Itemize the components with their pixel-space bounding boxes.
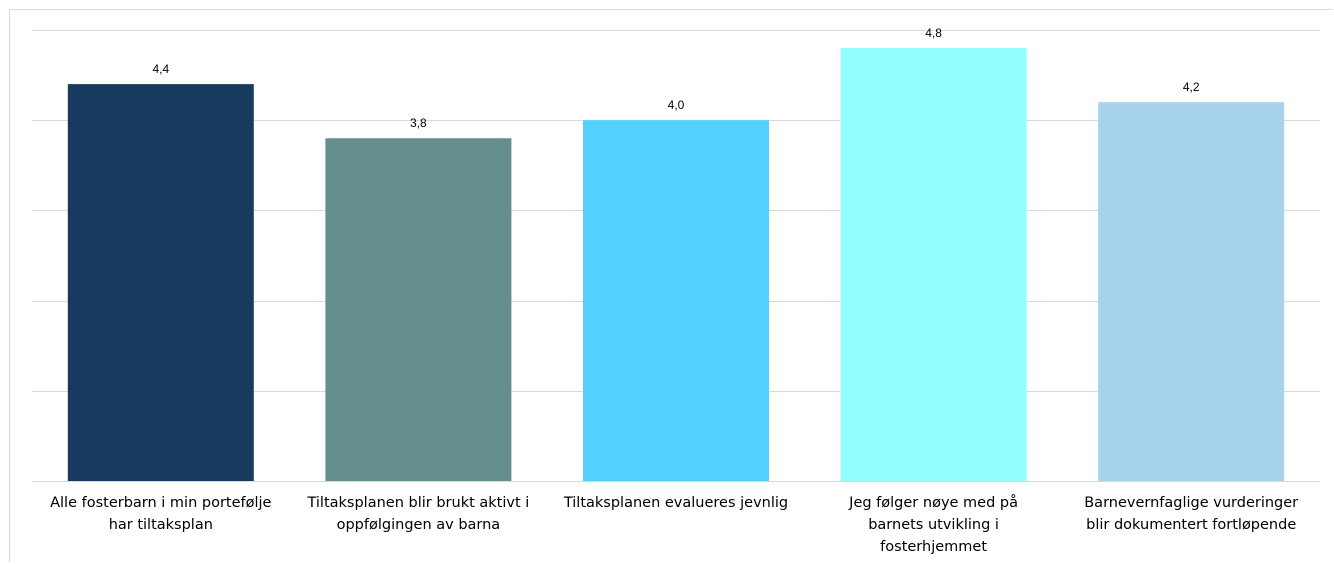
category-label-3-line-1: Tiltaksplanen evalueres jevnlig bbox=[563, 495, 788, 511]
bar-5 bbox=[1098, 102, 1285, 481]
category-label-2-line-2: oppfølgingen av barna bbox=[337, 517, 501, 533]
data-label-5: 4,2 bbox=[1183, 80, 1200, 94]
bar-3 bbox=[583, 120, 769, 481]
category-label-5-line-2: blir dokumentert fortløpende bbox=[1086, 517, 1296, 533]
category-label-4: Jeg følger nøye med på barnets utvikling … bbox=[848, 494, 1018, 555]
category-label-1-line-2: har tiltaksplan bbox=[109, 517, 213, 533]
category-label-3: Tiltaksplanen evalueres jevnlig bbox=[563, 495, 788, 511]
category-label-4-line-1: Jeg følger nøye med på bbox=[848, 494, 1018, 511]
category-label-2-line-1: Tiltaksplanen blir brukt aktivt i bbox=[306, 495, 529, 511]
category-label-5: Barnevernfaglige vurderinger blir dokumen… bbox=[1084, 495, 1298, 533]
data-label-2: 3,8 bbox=[410, 116, 427, 130]
bar-1 bbox=[67, 84, 254, 482]
category-label-5-line-1: Barnevernfaglige vurderinger bbox=[1084, 495, 1298, 511]
data-label-1: 4,4 bbox=[152, 62, 169, 76]
category-label-4-line-3: fosterhjemmet bbox=[880, 539, 987, 555]
bar-4 bbox=[840, 48, 1027, 481]
category-label-1: Alle fosterbarn i min portefølje har tilt… bbox=[50, 495, 271, 533]
data-label-3: 4,0 bbox=[668, 98, 685, 112]
category-label-4-line-2: barnets utvikling i bbox=[868, 517, 999, 533]
data-label-4: 4,8 bbox=[925, 26, 942, 40]
category-label-1-line-1: Alle fosterbarn i min portefølje bbox=[50, 495, 271, 511]
category-label-2: Tiltaksplanen blir brukt aktivt i oppfølg… bbox=[306, 495, 529, 533]
chart-frame bbox=[9, 9, 1332, 562]
bar-2 bbox=[325, 138, 512, 482]
